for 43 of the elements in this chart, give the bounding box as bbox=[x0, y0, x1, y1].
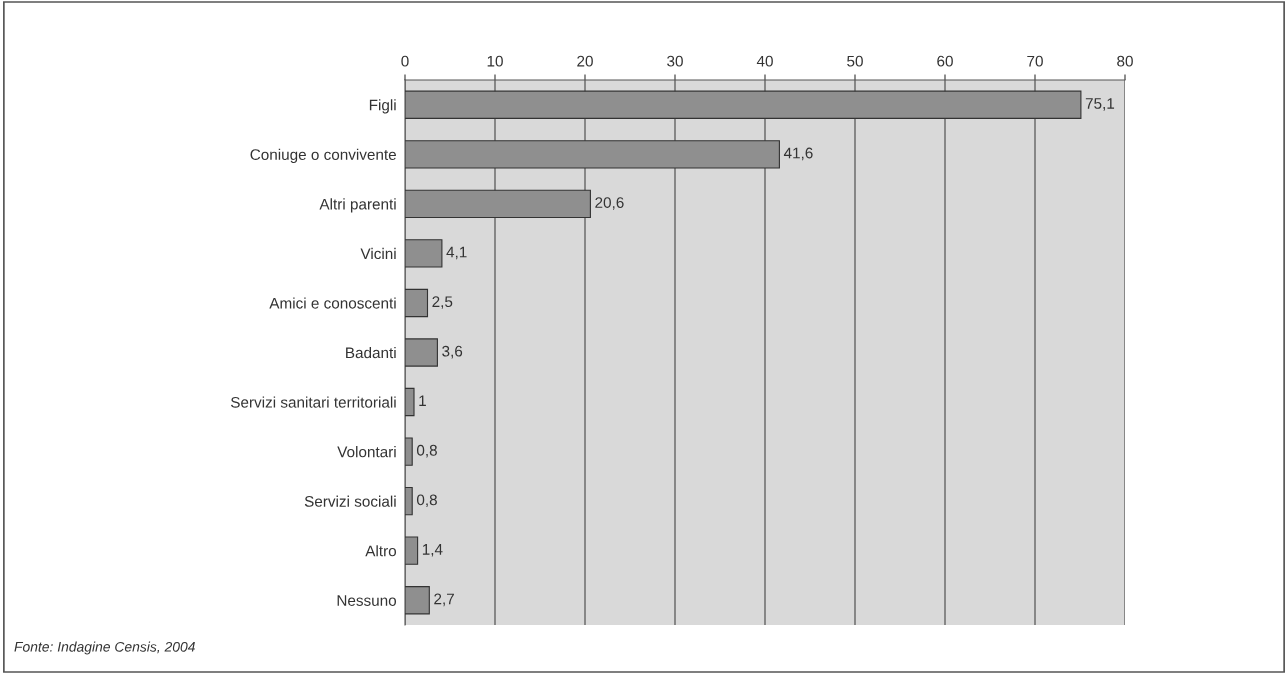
x-tick-label: 30 bbox=[667, 55, 683, 67]
bar bbox=[405, 90, 1082, 119]
y-tick-label: Figli bbox=[369, 99, 396, 114]
data-label: 1,4 bbox=[422, 544, 443, 557]
y-tick-label: Amici e conoscenti bbox=[269, 297, 396, 309]
bar bbox=[405, 387, 415, 417]
y-tick-label: Volontari bbox=[337, 446, 396, 458]
bar bbox=[405, 486, 413, 516]
data-label: 3,6 bbox=[442, 345, 463, 359]
bar bbox=[405, 338, 438, 367]
y-tick-label: Altro bbox=[365, 545, 397, 557]
x-tick-label: 0 bbox=[401, 55, 409, 67]
bar bbox=[405, 239, 443, 268]
y-tick-label: Coniuge o convivente bbox=[250, 148, 396, 164]
y-tick-label: Badanti bbox=[346, 346, 396, 359]
x-tick-label: 20 bbox=[577, 55, 593, 67]
data-label: 4,1 bbox=[446, 246, 467, 260]
bar bbox=[405, 288, 429, 318]
x-tick-label: 10 bbox=[487, 55, 503, 67]
data-label: 0,8 bbox=[416, 494, 437, 508]
y-tick-label: Vicini bbox=[360, 247, 396, 260]
source-note: Fonte: Indagine Censis, 2004 bbox=[14, 641, 195, 655]
data-label: 20,6 bbox=[595, 197, 624, 210]
data-label: 0,8 bbox=[416, 444, 437, 458]
y-tick-label: Altri parenti bbox=[319, 198, 396, 213]
x-tick-label: 60 bbox=[937, 55, 953, 67]
x-tick-label: 80 bbox=[1117, 55, 1133, 67]
data-label: 41,6 bbox=[783, 147, 813, 161]
data-label: 75,1 bbox=[1085, 98, 1115, 111]
bar bbox=[405, 189, 591, 219]
data-label: 2,5 bbox=[432, 296, 453, 309]
bar bbox=[405, 586, 430, 615]
x-tick-label: 70 bbox=[1027, 55, 1043, 67]
data-label: 2,7 bbox=[434, 593, 454, 607]
y-tick-label: Servizi sanitari territoriali bbox=[230, 396, 396, 408]
data-label: 1 bbox=[419, 395, 426, 406]
bar bbox=[405, 437, 413, 466]
y-tick-label: Nessuno bbox=[337, 595, 397, 606]
x-tick-label: 40 bbox=[756, 55, 773, 67]
x-tick-label: 50 bbox=[847, 55, 863, 67]
bar bbox=[405, 536, 419, 565]
y-tick-label: Servizi sociali bbox=[304, 495, 396, 507]
bar bbox=[405, 140, 780, 169]
